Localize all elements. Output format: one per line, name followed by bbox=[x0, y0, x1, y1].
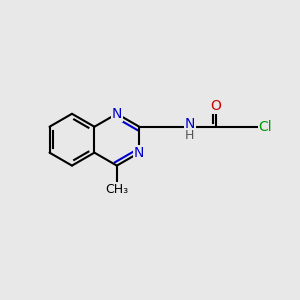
Text: N: N bbox=[112, 107, 122, 121]
Text: N: N bbox=[134, 146, 145, 160]
Text: O: O bbox=[210, 98, 221, 112]
Text: N: N bbox=[184, 117, 195, 131]
Text: H: H bbox=[185, 129, 194, 142]
Text: CH₃: CH₃ bbox=[105, 183, 128, 196]
Text: Cl: Cl bbox=[259, 120, 272, 134]
